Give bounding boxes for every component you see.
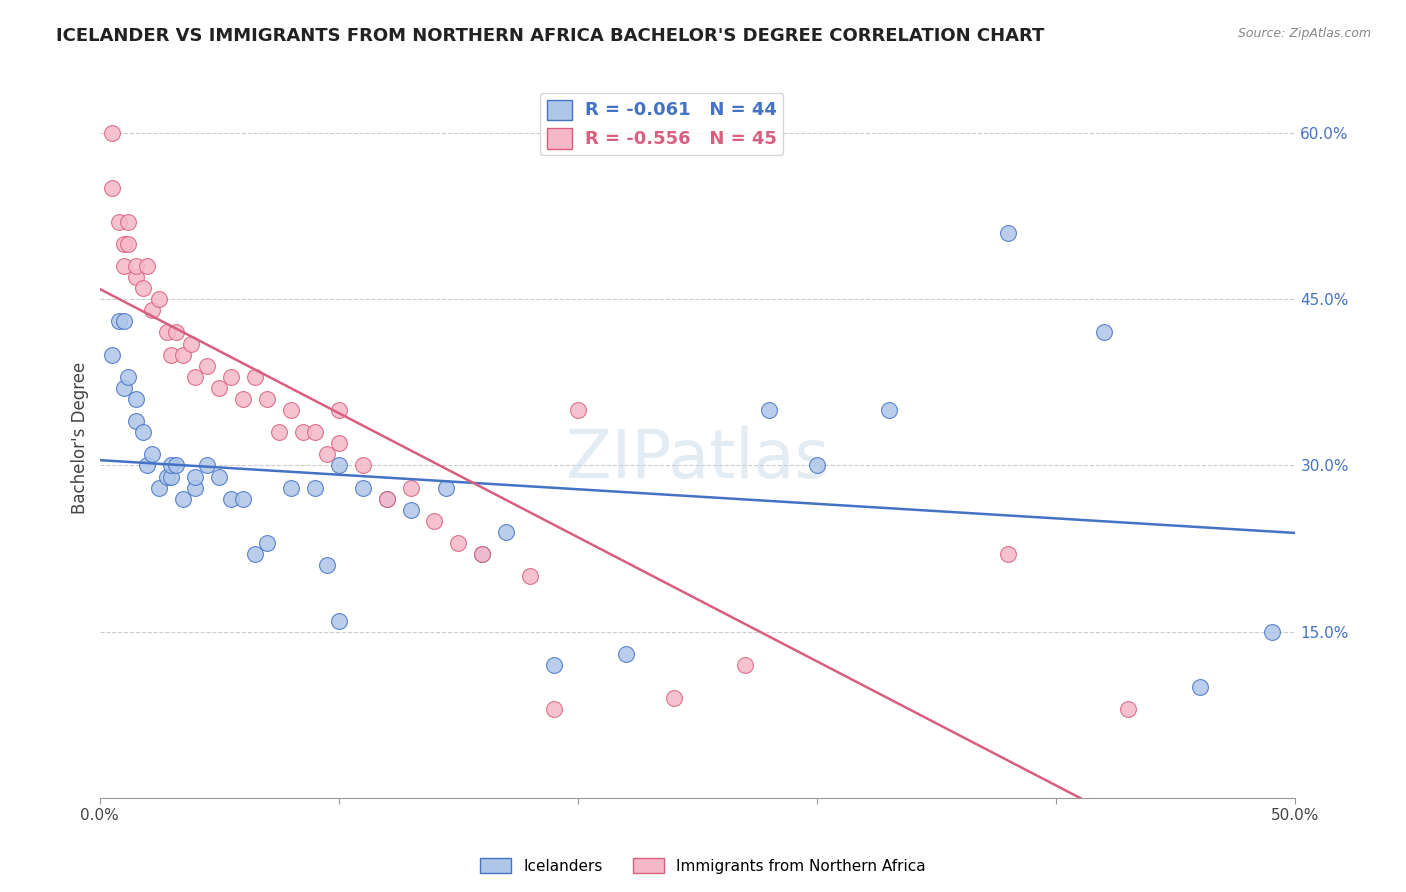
Text: ICELANDER VS IMMIGRANTS FROM NORTHERN AFRICA BACHELOR'S DEGREE CORRELATION CHART: ICELANDER VS IMMIGRANTS FROM NORTHERN AF…	[56, 27, 1045, 45]
Point	[543, 702, 565, 716]
Point	[136, 458, 159, 473]
Point	[280, 403, 302, 417]
Point	[112, 259, 135, 273]
Point	[315, 558, 337, 573]
Point	[304, 481, 326, 495]
Legend: R = -0.061   N = 44, R = -0.556   N = 45: R = -0.061 N = 44, R = -0.556 N = 45	[540, 93, 783, 155]
Point	[136, 259, 159, 273]
Point	[160, 469, 183, 483]
Point	[124, 414, 146, 428]
Point	[124, 392, 146, 406]
Point	[184, 469, 207, 483]
Point	[141, 303, 163, 318]
Point	[267, 425, 290, 440]
Point	[107, 214, 129, 228]
Point	[352, 458, 374, 473]
Point	[997, 547, 1019, 561]
Point	[117, 214, 139, 228]
Point	[471, 547, 494, 561]
Y-axis label: Bachelor's Degree: Bachelor's Degree	[72, 361, 89, 514]
Point	[156, 326, 179, 340]
Point	[328, 614, 350, 628]
Point	[758, 403, 780, 417]
Point	[1260, 624, 1282, 639]
Point	[399, 481, 422, 495]
Point	[232, 491, 254, 506]
Point	[208, 469, 231, 483]
Point	[567, 403, 589, 417]
Point	[107, 314, 129, 328]
Point	[124, 259, 146, 273]
Point	[219, 369, 242, 384]
Point	[543, 658, 565, 673]
Point	[160, 458, 183, 473]
Point	[1092, 326, 1115, 340]
Point	[243, 369, 266, 384]
Point	[165, 458, 187, 473]
Point	[184, 369, 207, 384]
Point	[662, 691, 685, 706]
Point	[328, 458, 350, 473]
Point	[1116, 702, 1139, 716]
Point	[280, 481, 302, 495]
Point	[100, 348, 122, 362]
Point	[328, 436, 350, 450]
Point	[315, 447, 337, 461]
Point	[495, 524, 517, 539]
Point	[734, 658, 756, 673]
Point	[180, 336, 202, 351]
Point	[131, 281, 153, 295]
Point	[141, 447, 163, 461]
Point	[160, 348, 183, 362]
Point	[423, 514, 446, 528]
Point	[195, 359, 218, 373]
Point	[399, 503, 422, 517]
Point	[436, 481, 458, 495]
Point	[219, 491, 242, 506]
Point	[232, 392, 254, 406]
Point	[117, 236, 139, 251]
Point	[165, 326, 187, 340]
Legend: Icelanders, Immigrants from Northern Africa: Icelanders, Immigrants from Northern Afr…	[474, 852, 932, 880]
Point	[131, 425, 153, 440]
Point	[172, 491, 194, 506]
Point	[447, 536, 470, 550]
Point	[100, 181, 122, 195]
Point	[519, 569, 541, 583]
Point	[806, 458, 828, 473]
Point	[877, 403, 900, 417]
Point	[172, 348, 194, 362]
Point	[614, 647, 637, 661]
Point	[352, 481, 374, 495]
Point	[117, 369, 139, 384]
Point	[243, 547, 266, 561]
Point	[1188, 680, 1211, 694]
Point	[148, 292, 170, 306]
Text: Source: ZipAtlas.com: Source: ZipAtlas.com	[1237, 27, 1371, 40]
Point	[112, 381, 135, 395]
Point	[112, 236, 135, 251]
Point	[256, 392, 278, 406]
Point	[291, 425, 314, 440]
Point	[112, 314, 135, 328]
Point	[375, 491, 398, 506]
Point	[997, 226, 1019, 240]
Point	[208, 381, 231, 395]
Text: ZIPatlas: ZIPatlas	[567, 426, 830, 492]
Point	[328, 403, 350, 417]
Point	[184, 481, 207, 495]
Point	[471, 547, 494, 561]
Point	[375, 491, 398, 506]
Point	[156, 469, 179, 483]
Point	[256, 536, 278, 550]
Point	[195, 458, 218, 473]
Point	[304, 425, 326, 440]
Point	[124, 270, 146, 285]
Point	[148, 481, 170, 495]
Point	[100, 126, 122, 140]
